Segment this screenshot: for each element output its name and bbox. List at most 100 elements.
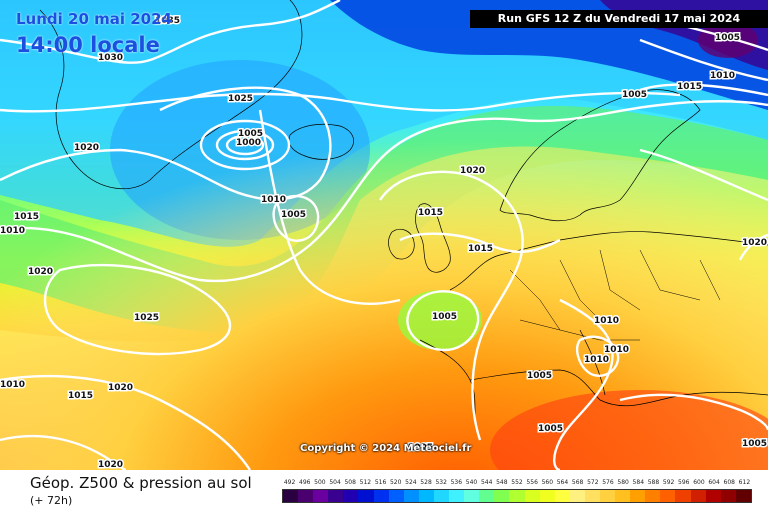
country-borders <box>509 249 721 341</box>
legend-swatch <box>298 490 314 502</box>
isobar-value: 1005 <box>538 424 563 434</box>
legend-label: 612 <box>738 479 751 486</box>
scandinavia-coast <box>499 89 701 222</box>
legend-swatch <box>630 490 646 502</box>
isobar-value: 1020 <box>460 166 485 176</box>
legend-label: 528 <box>420 479 432 486</box>
legend-label: 532 <box>435 479 447 486</box>
isobar-value: 1005 <box>281 210 306 220</box>
forecast-time: 14:00 locale <box>16 33 160 57</box>
isobar-value: 1020 <box>742 238 767 248</box>
legend-swatch <box>328 490 344 502</box>
legend-swatch <box>494 490 510 502</box>
legend-swatch <box>283 490 299 502</box>
legend-label: 524 <box>405 479 417 486</box>
legend-label: 544 <box>480 479 493 486</box>
ireland-coast <box>388 228 415 260</box>
legend-swatch <box>720 490 736 502</box>
isobar-value: 1005 <box>622 90 647 100</box>
isobar-value: 1010 <box>584 355 609 365</box>
legend-label: 520 <box>389 479 402 486</box>
legend-label: 592 <box>662 479 675 486</box>
legend-label: 508 <box>344 479 356 486</box>
legend-label: 496 <box>299 479 311 486</box>
legend-swatch <box>645 490 661 502</box>
legend-swatch <box>464 490 480 502</box>
legend-label: 604 <box>708 479 720 486</box>
legend-swatch <box>690 490 706 502</box>
legend-label: 608 <box>723 479 735 486</box>
map-footer: Géop. Z500 & pression au sol (+ 72h) 492… <box>0 470 768 512</box>
legend-label: 564 <box>556 479 569 486</box>
legend-swatch <box>599 490 616 502</box>
legend-swatch <box>524 490 540 502</box>
legend-swatch <box>388 490 404 502</box>
isobar-value: 1010 <box>604 345 629 355</box>
legend-swatch <box>373 490 389 502</box>
legend-swatch <box>584 490 600 502</box>
isobar-value: 1005 <box>432 312 457 322</box>
isobar-value: 1020 <box>98 460 123 470</box>
isobar-value: 1025 <box>134 313 159 323</box>
isobar-value: 1015 <box>468 244 493 254</box>
legend-swatch <box>403 490 419 502</box>
legend-label: 500 <box>314 479 326 486</box>
legend-label: 584 <box>632 479 645 486</box>
isobar-value: 1020 <box>28 267 53 277</box>
legend-label: 580 <box>617 479 629 486</box>
legend-label: 588 <box>647 479 660 486</box>
iceland-coast <box>288 123 354 160</box>
legend-swatch <box>554 490 570 502</box>
legend-label: 556 <box>526 479 538 486</box>
isobar-value: 1005 <box>408 443 433 453</box>
legend-swatch <box>313 490 329 502</box>
uk-coast <box>415 203 451 273</box>
legend-swatch <box>449 490 465 502</box>
europe-coast <box>419 231 768 441</box>
legend-swatch <box>615 490 631 502</box>
isobar-value: 1010 <box>594 316 619 326</box>
isobar-value: 1020 <box>74 143 99 153</box>
legend-swatch <box>418 490 434 502</box>
isobar-value: 1010 <box>261 195 286 205</box>
legend-swatch <box>705 490 721 502</box>
legend-swatch <box>660 490 676 502</box>
map-title: Géop. Z500 & pression au sol <box>30 474 252 492</box>
isobar-value: 1005 <box>742 439 767 449</box>
legend-label: 600 <box>693 479 705 486</box>
legend-swatch <box>539 490 555 502</box>
isobar-value: 1025 <box>228 94 253 104</box>
isobar-value: 1015 <box>14 212 39 222</box>
isobar-value: 1005 <box>715 33 740 43</box>
mediterranean-hot-zone <box>490 390 768 470</box>
forecast-map: 1035 1030 1025 1020 1005 1000 1010 1005 … <box>0 0 768 470</box>
legend-label: 568 <box>571 479 584 486</box>
legend-label: 552 <box>511 479 523 486</box>
legend-swatch <box>569 490 585 502</box>
legend-swatch <box>735 490 751 502</box>
legend-swatch <box>479 490 495 502</box>
isobar-value: 1005 <box>238 129 263 139</box>
copyright-notice: Copyright © 2024 Meteociel.fr <box>300 443 472 454</box>
legend-label: 504 <box>329 479 341 486</box>
legend-label: 512 <box>359 479 372 486</box>
legend-swatch <box>343 490 359 502</box>
legend-label: 516 <box>374 479 387 486</box>
color-legend <box>282 489 752 503</box>
greenland-coast <box>39 0 303 190</box>
isobar-value: 1020 <box>108 383 133 393</box>
isobar-value: 1015 <box>418 208 443 218</box>
isobar-value: 1030 <box>98 53 123 63</box>
forecast-offset: (+ 72h) <box>30 494 73 507</box>
isobar-value: 1010 <box>710 71 735 81</box>
legend-label: 572 <box>587 479 599 486</box>
legend-label: 536 <box>450 479 463 486</box>
isobar-value: 1035 <box>155 16 180 26</box>
legend-labels: 492 496 500 504 508 512 516 520 524 528 532 536 540 5… <box>282 479 752 489</box>
legend-label: 548 <box>496 479 508 486</box>
forecast-date: Lundi 20 mai 2024 <box>16 10 172 28</box>
model-run-label: Run GFS 12 Z du Vendredi 17 mai 2024 <box>470 10 768 28</box>
legend-label: 596 <box>678 479 690 486</box>
iceland-low-isobars <box>199 119 291 171</box>
